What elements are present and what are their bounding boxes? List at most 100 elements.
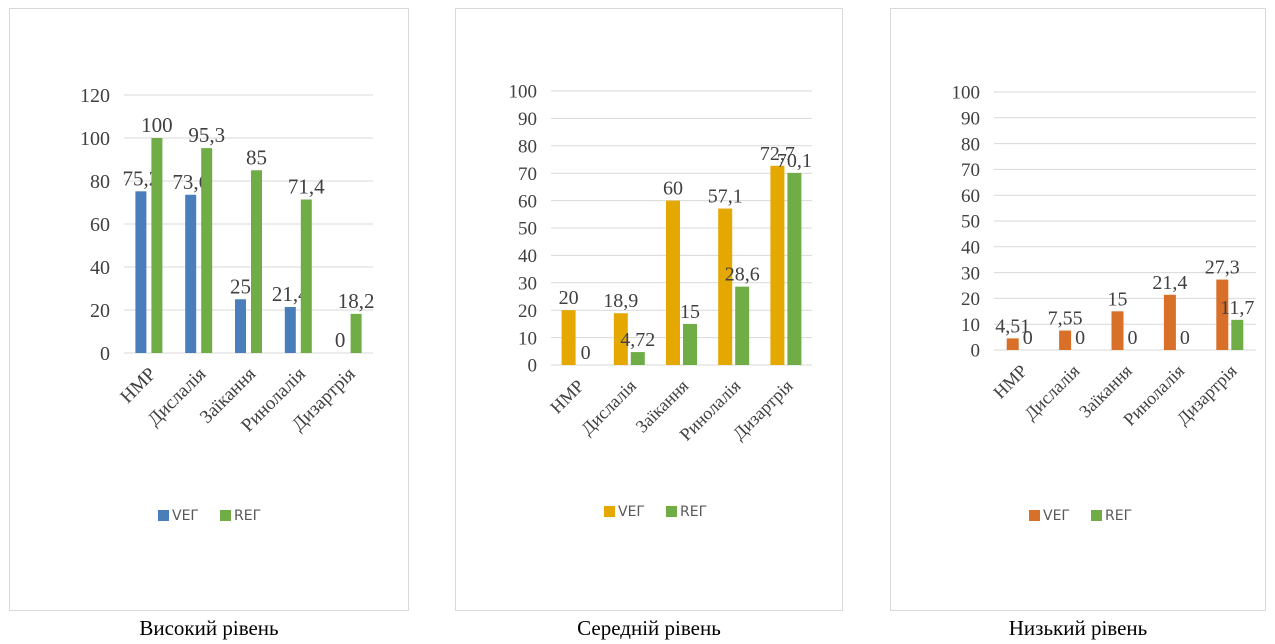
data-label: 85 (246, 145, 267, 169)
y-tick-label: 40 (518, 246, 537, 267)
bar (1059, 330, 1072, 350)
y-tick-label: 20 (961, 289, 980, 310)
y-tick-label: 30 (961, 263, 980, 284)
y-tick-label: 60 (518, 191, 537, 212)
data-label: 70,1 (777, 150, 812, 172)
bar (561, 310, 576, 365)
legend-swatch (1029, 510, 1040, 521)
bar (201, 148, 213, 353)
data-label: 0 (1075, 327, 1085, 349)
bar (151, 138, 163, 353)
legend-swatch (1091, 510, 1102, 521)
data-label: 25 (230, 274, 251, 298)
chart-panel-high: 0 20 40 60 80 100 120 75,2 100 НМР 73,6 95,3 Дислалі… (9, 8, 409, 611)
x-category-label: НМР (546, 376, 588, 418)
y-tick-label: 100 (509, 82, 538, 103)
legend-label: VEГ (172, 508, 199, 524)
chart-panel-medium: 0 10 20 30 40 50 60 70 80 90 100 20 0 НМР 18,9 4,72 Дисл… (455, 8, 843, 611)
bar-chart-medium: 0 10 20 30 40 50 60 70 80 90 100 20 0 НМР 18,9 4,72 Дисл… (509, 82, 812, 520)
data-label: 0 (335, 328, 346, 352)
y-tick-label: 30 (518, 273, 537, 294)
y-tick-label: 50 (961, 212, 980, 233)
x-category-label: Дислалія (577, 376, 640, 439)
y-tick-label: 100 (80, 128, 110, 150)
data-label: 11,7 (1220, 297, 1254, 319)
y-tick-label: 70 (518, 164, 537, 185)
bar (666, 200, 680, 365)
data-label: 18,9 (603, 290, 638, 312)
y-tick-label: 0 (528, 356, 538, 377)
x-category-label: НМР (989, 361, 1031, 403)
data-label: 57,1 (708, 186, 743, 208)
x-category-label: Дислалія (1020, 361, 1083, 424)
y-tick-label: 60 (90, 214, 110, 236)
data-label: 0 (1180, 327, 1190, 349)
data-label: 0 (1023, 327, 1033, 349)
data-label: 4,72 (620, 329, 655, 351)
legend-swatch (158, 510, 169, 521)
y-tick-label: 70 (961, 160, 980, 181)
data-label: 7,55 (1048, 308, 1083, 330)
data-label: 27,3 (1205, 257, 1240, 279)
data-label: 20 (559, 287, 579, 309)
data-label: 71,4 (288, 174, 325, 198)
legend-label: REГ (680, 504, 707, 520)
bar (1006, 338, 1019, 350)
data-label: 21,4 (1152, 272, 1187, 294)
data-label: 28,6 (725, 264, 760, 286)
bar (284, 306, 296, 353)
bar-chart-high: 02040608010012075,2100НМР73,695,3Дислалі… (80, 85, 375, 524)
legend-label: VEГ (618, 504, 645, 520)
y-tick-label: 50 (518, 219, 537, 240)
bar-chart-low: 01020304050607080901004,510НМР7,550Дисла… (952, 83, 1256, 524)
data-label: 15 (680, 301, 700, 323)
legend-swatch (220, 510, 231, 521)
legend-swatch (666, 506, 677, 517)
data-label: 72,7 (760, 143, 795, 165)
y-tick-label: 90 (518, 109, 537, 130)
legend-swatch (604, 506, 615, 517)
bar (735, 286, 750, 365)
chart-panel-low: 0 10 20 30 40 50 60 70 80 90 100 4,51 0 НМР 7,55 0 Дисла… (890, 8, 1266, 611)
y-tick-label: 20 (90, 300, 110, 322)
bar (787, 172, 802, 365)
y-tick-label: 10 (961, 315, 980, 336)
legend-label: REГ (234, 508, 261, 524)
caption-high: Високий рівень (139, 616, 279, 640)
y-tick-label: 120 (80, 85, 110, 107)
bar (185, 194, 197, 353)
bar (613, 313, 628, 365)
y-tick-label: 80 (518, 136, 537, 157)
bar (135, 191, 147, 353)
bar (300, 199, 312, 353)
data-label: 15 (1108, 288, 1128, 310)
bar (1216, 279, 1229, 350)
bar (770, 165, 785, 365)
caption-medium: Середній рівень (577, 616, 721, 640)
y-tick-label: 80 (90, 171, 110, 193)
y-tick-label: 0 (971, 341, 981, 362)
data-label: 4,51 (995, 315, 1030, 337)
bar (683, 323, 697, 365)
y-tick-label: 10 (518, 328, 537, 349)
data-label: 0 (581, 342, 591, 364)
y-tick-label: 40 (961, 237, 980, 258)
bar (235, 299, 246, 353)
bar (1163, 294, 1176, 350)
legend-label: VEГ (1043, 508, 1070, 524)
y-tick-label: 100 (952, 83, 981, 104)
y-tick-label: 0 (100, 343, 110, 365)
data-label: 60 (663, 178, 683, 200)
bar (630, 352, 645, 365)
y-tick-label: 60 (961, 186, 980, 207)
y-tick-label: 20 (518, 301, 537, 322)
data-label: 100 (141, 113, 173, 137)
bar (1111, 311, 1124, 350)
bar (1231, 319, 1244, 350)
caption-low: Низький рівень (1008, 616, 1148, 640)
x-category-label: НМР (116, 364, 160, 408)
bar (350, 313, 362, 353)
y-tick-label: 90 (961, 108, 980, 129)
data-label: 18,2 (338, 289, 375, 313)
y-tick-label: 80 (961, 134, 980, 155)
